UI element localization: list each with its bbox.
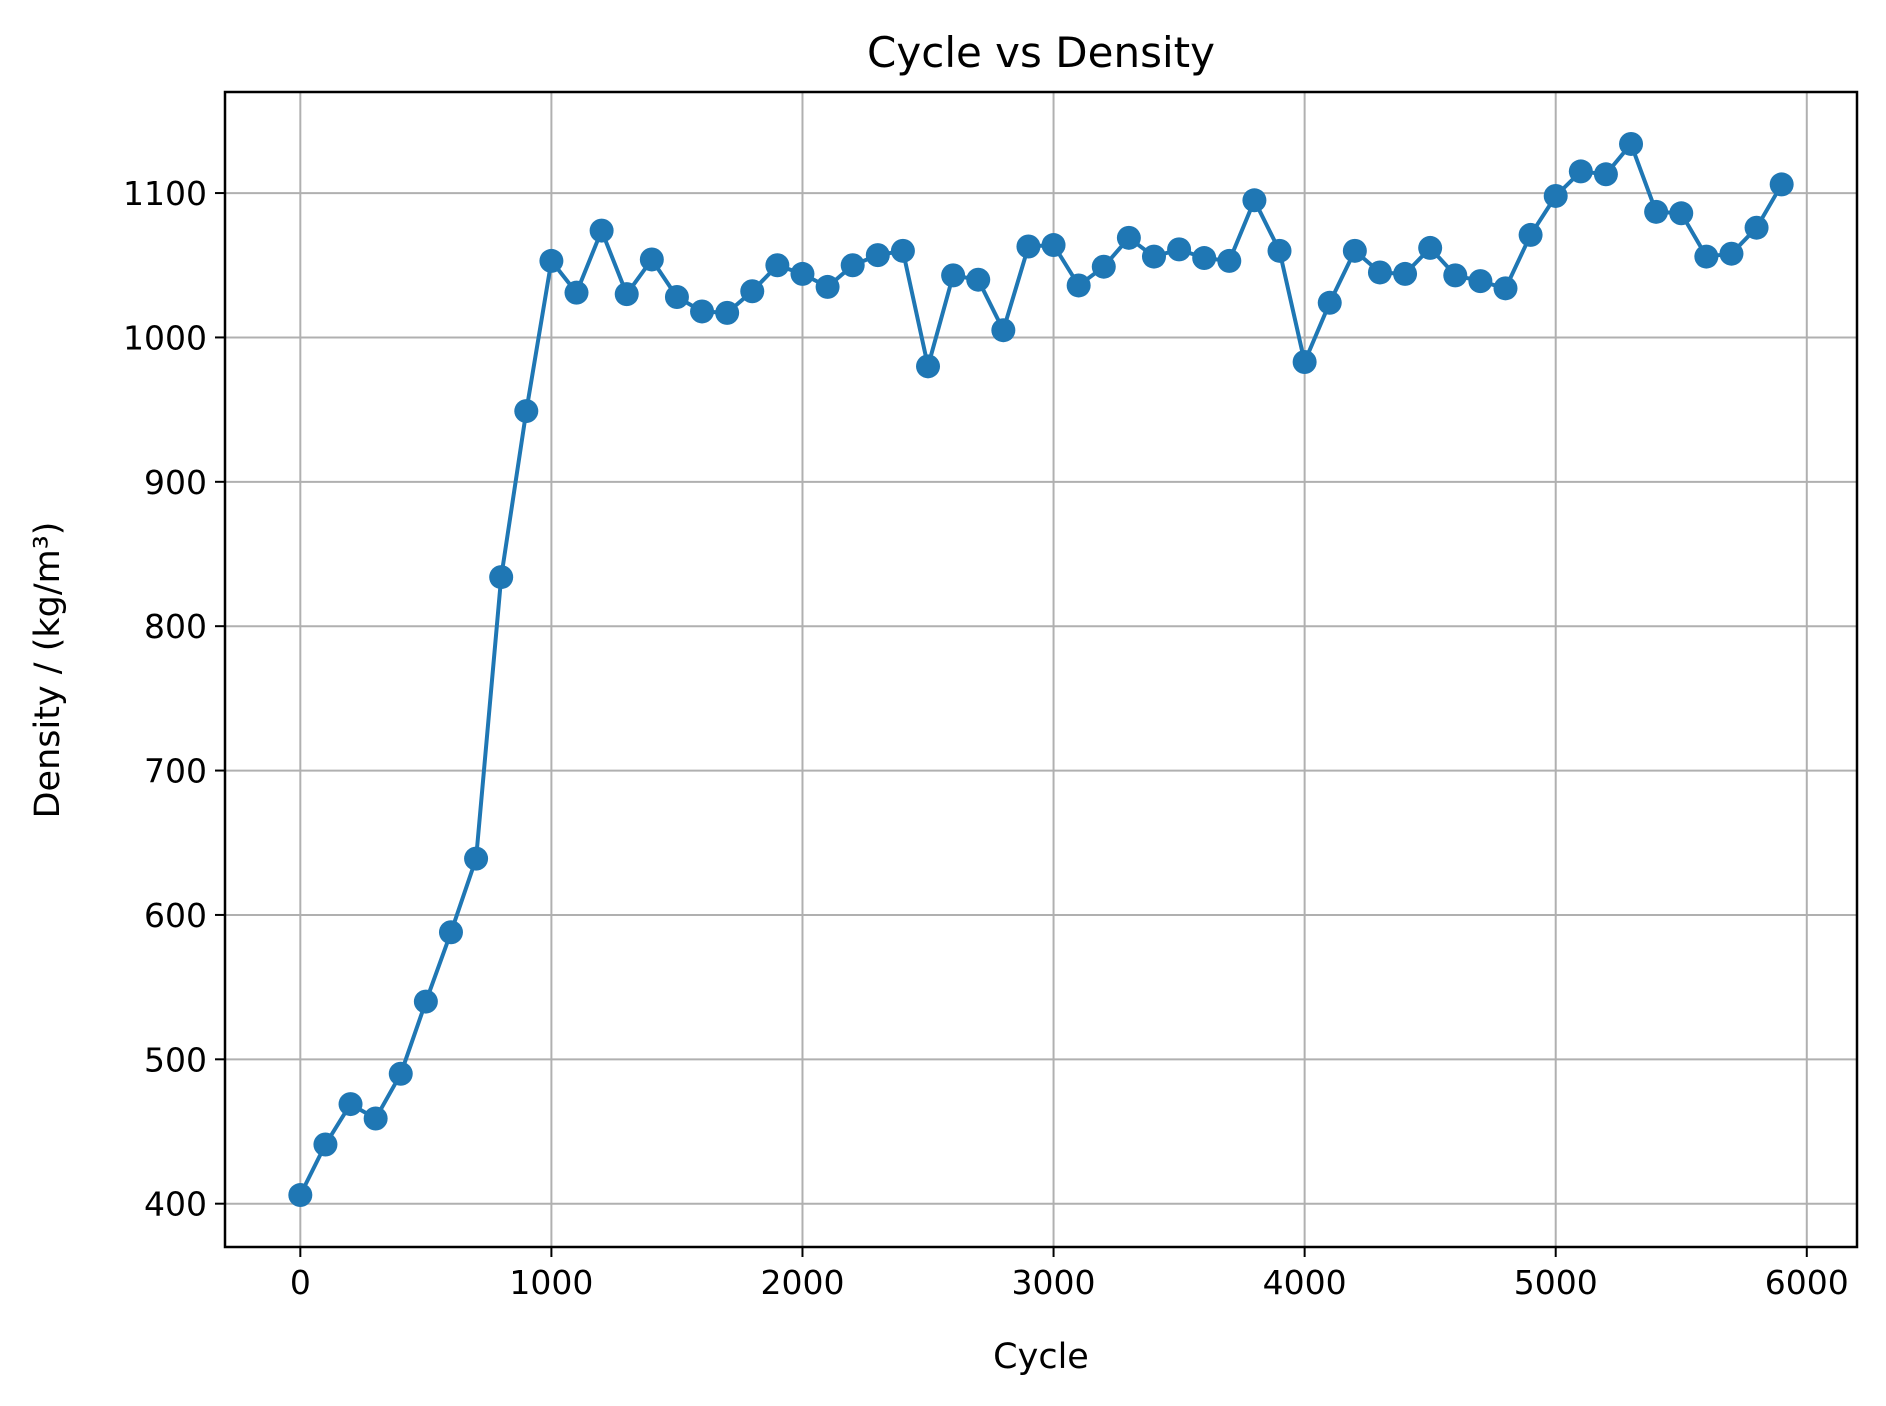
data-point	[840, 253, 865, 278]
x-tick-label: 5000	[1514, 1263, 1598, 1302]
data-point	[363, 1106, 388, 1131]
data-point	[1443, 263, 1468, 288]
data-point	[1091, 254, 1116, 279]
series-line	[298, 142, 1784, 1196]
data-point	[1518, 222, 1543, 247]
data-point	[890, 238, 915, 263]
y-tick-label: 500	[144, 1040, 207, 1079]
data-point	[1242, 188, 1267, 213]
data-point	[1367, 260, 1392, 285]
x-tick-label: 1000	[509, 1263, 593, 1302]
data-point	[489, 565, 514, 590]
y-axis-label: Density / (kg/m³)	[28, 522, 68, 819]
data-point	[388, 1061, 413, 1086]
data-point	[916, 354, 941, 379]
data-point	[1593, 162, 1618, 187]
y-tick-label: 600	[144, 896, 207, 935]
data-point	[941, 263, 966, 288]
y-tick-label: 1000	[123, 318, 207, 357]
data-point	[690, 299, 715, 324]
data-point	[1192, 246, 1217, 271]
data-point	[765, 253, 790, 278]
data-point	[815, 274, 840, 299]
data-point	[1167, 237, 1192, 262]
x-tick-label: 6000	[1765, 1263, 1849, 1302]
data-point	[1317, 290, 1342, 315]
y-tick-label: 800	[144, 607, 207, 646]
data-point	[614, 282, 639, 307]
data-point	[966, 267, 991, 292]
data-point	[1493, 276, 1518, 301]
data-point	[338, 1092, 363, 1117]
data-point	[865, 243, 890, 268]
y-tick-label: 400	[144, 1185, 207, 1224]
data-point	[1393, 261, 1418, 286]
data-point	[991, 318, 1016, 343]
grid	[225, 92, 1857, 1247]
data-point	[1744, 215, 1769, 240]
data-point	[313, 1132, 338, 1157]
data-point	[1719, 241, 1744, 266]
data-point	[1116, 225, 1141, 250]
data-point	[564, 280, 589, 305]
data-point	[1267, 238, 1292, 263]
chart-title: Cycle vs Density	[867, 28, 1215, 77]
data-point	[1066, 273, 1091, 298]
data-point	[539, 248, 564, 273]
series	[288, 131, 1794, 1208]
plot-frame	[223, 90, 1859, 1249]
data-point	[1418, 235, 1443, 260]
data-point	[1041, 233, 1066, 258]
y-tick-label: 700	[144, 752, 207, 791]
data-point	[438, 920, 463, 945]
x-tick-label: 3000	[1012, 1263, 1096, 1302]
data-point	[664, 285, 689, 310]
data-point	[1568, 159, 1593, 184]
data-point	[514, 399, 539, 424]
x-tick-label: 4000	[1263, 1263, 1347, 1302]
data-point	[1619, 131, 1644, 156]
data-point	[1342, 238, 1367, 263]
data-point	[1543, 183, 1568, 208]
data-point	[1141, 244, 1166, 269]
data-point	[715, 300, 740, 325]
x-tick-label: 2000	[760, 1263, 844, 1302]
data-point	[413, 989, 438, 1014]
y-tick-label: 900	[144, 463, 207, 502]
data-point	[740, 279, 765, 304]
data-point	[288, 1183, 313, 1208]
data-point	[1644, 199, 1669, 224]
ticks: 0 1000 2000 3000 4000 5000 6000 400 500 600 700 800…	[123, 174, 1849, 1302]
x-axis-label: Cycle	[993, 1337, 1089, 1377]
data-point	[1217, 248, 1242, 273]
data-point	[464, 846, 489, 871]
data-point	[1468, 269, 1493, 294]
data-point	[1769, 172, 1794, 197]
data-point	[1669, 201, 1694, 226]
data-point	[1694, 244, 1719, 269]
data-point	[1016, 234, 1041, 259]
y-tick-label: 1100	[123, 174, 207, 213]
data-point	[1292, 349, 1317, 374]
data-point	[790, 261, 815, 286]
data-point	[639, 247, 664, 272]
x-tick-label: 0	[290, 1263, 311, 1302]
data-point	[589, 218, 614, 243]
